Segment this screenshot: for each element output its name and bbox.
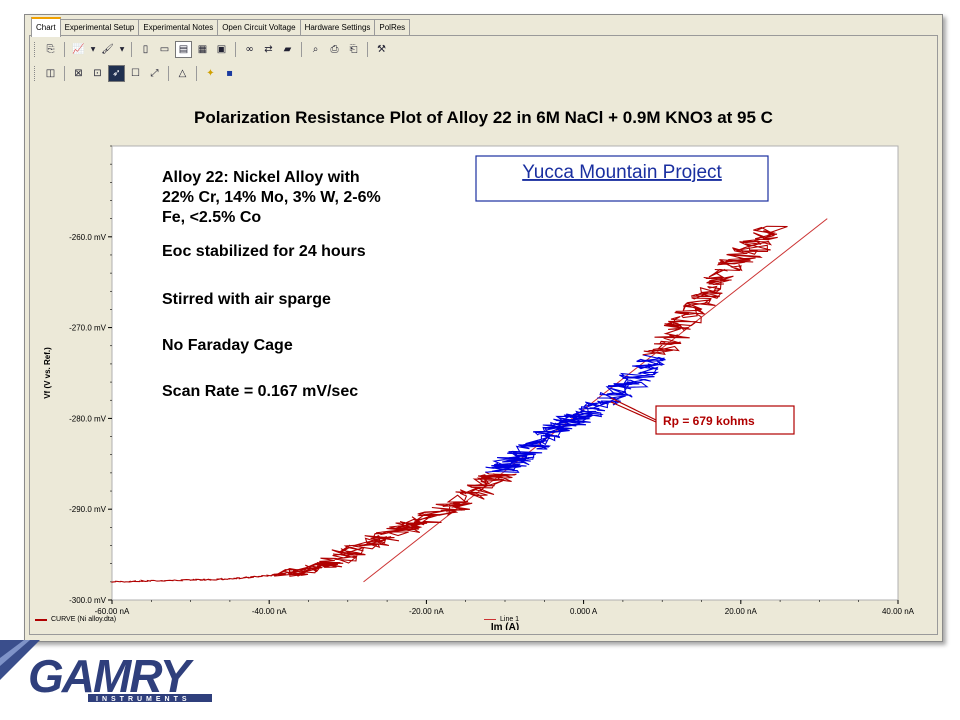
table-icon[interactable]: ▤ — [175, 40, 192, 58]
y-tick-label: -270.0 mV — [69, 324, 107, 333]
rp-callout-box — [655, 405, 795, 435]
chevron-down-icon[interactable]: ▼ — [90, 45, 96, 53]
annotation-line: Scan Rate = 0.167 mV/sec — [162, 383, 358, 400]
legend-label: CURVE (Ni alloy.dta) — [51, 616, 117, 623]
toolbar-separator — [301, 41, 302, 57]
logo-wordmark: GAMRY — [28, 650, 195, 702]
series-curve-high — [642, 225, 788, 356]
toolbar-separator — [235, 41, 236, 57]
x-tick-label: 40.00 nA — [882, 607, 915, 616]
print-preview-icon[interactable]: ⎗ — [349, 43, 358, 55]
y-tick-label: -290.0 mV — [69, 505, 107, 514]
y-axis-icon[interactable]: ⊡ — [93, 67, 102, 79]
save-icon[interactable]: ▪ — [226, 67, 233, 79]
chart-legend: CURVE (Ni alloy.dta) Line 1 — [29, 614, 934, 628]
fit-icon[interactable]: ⤢ — [150, 67, 159, 79]
tab-chart[interactable]: Chart — [31, 17, 61, 37]
toolbar-separator — [131, 41, 132, 57]
folder-icon[interactable]: ▰ — [283, 43, 292, 55]
chart-panel: ⎘ 📈 ▼ 🖌 ▼ ▯ ▭ ▤ ▦ ▣ ∞ ⇄ ▰ ⌕ ⎙ ⎗ ⚒ ◫ — [29, 35, 938, 635]
x-tick-label: -60.00 nA — [95, 607, 130, 616]
x-tick-label: 0.000 A — [570, 607, 598, 616]
y-tick-label: -280.0 mV — [69, 414, 107, 423]
logo-bar — [88, 694, 212, 702]
logo-subtitle: INSTRUMENTS — [96, 696, 191, 703]
tab-experimental-setup[interactable]: Experimental Setup — [59, 19, 140, 35]
toolbar-separator — [168, 65, 169, 81]
annotation-line: Alloy 22: Nickel Alloy with — [162, 169, 360, 186]
page-copy-icon[interactable]: ▭ — [159, 43, 170, 55]
annotation-line: Eoc stabilized for 24 hours — [162, 243, 366, 260]
zoom-icon[interactable]: ⌕ — [312, 43, 319, 55]
x-tick-label: 20.00 nA — [725, 607, 758, 616]
toolbar-separator — [196, 65, 197, 81]
application-window: Chart Experimental Setup Experimental No… — [24, 14, 943, 642]
tab-polres[interactable]: PolRes — [374, 19, 411, 35]
legend-item-curve[interactable]: CURVE (Ni alloy.dta) — [35, 616, 116, 623]
transfer-icon[interactable]: ⇄ — [264, 43, 273, 55]
y-tick-label: -300.0 mV — [69, 596, 107, 605]
project-label-box — [475, 155, 769, 202]
toolbar-separator — [64, 65, 65, 81]
copy-icon[interactable]: ⎘ — [46, 43, 55, 55]
page-icon[interactable]: ▯ — [142, 43, 149, 55]
toolbar-top: ⎘ 📈 ▼ 🖌 ▼ ▯ ▭ ▤ ▦ ▣ ∞ ⇄ ▰ ⌕ ⎙ ⎗ ⚒ — [34, 39, 391, 59]
paint-icon[interactable]: 🖌 — [101, 43, 114, 55]
project-label: Yucca Mountain Project — [522, 162, 722, 183]
image-icon[interactable]: ▣ — [216, 43, 227, 55]
grid-icon[interactable]: ▦ — [197, 43, 208, 55]
gamry-logo: GAMRY INSTRUMENTS — [0, 640, 212, 703]
toolbar-bottom: ◫ ⊠ ⊡ ➶ ☐ ⤢ △ ✦ ▪ — [34, 63, 239, 83]
tab-hardware-settings[interactable]: Hardware Settings — [299, 19, 376, 35]
chart-svg[interactable]: -260.0 mV -270.0 mV -280.0 mV -290.0 mV -300… — [36, 86, 931, 630]
chart-type-icon[interactable]: 📈 — [72, 43, 85, 55]
open-icon[interactable]: ✦ — [206, 67, 215, 79]
tab-open-circuit-voltage[interactable]: Open Circuit Voltage — [217, 19, 301, 35]
warning-icon[interactable]: △ — [178, 67, 187, 79]
x-axis-icon[interactable]: ⊠ — [74, 67, 83, 79]
rp-callout-pointer — [610, 401, 657, 423]
toolbar-separator — [367, 41, 368, 57]
rp-callout-pointer — [610, 397, 657, 421]
y-axis-label: Vf (V vs. Ref.) — [43, 347, 52, 399]
tab-experimental-notes[interactable]: Experimental Notes — [138, 19, 219, 35]
toolbar-separator — [64, 41, 65, 57]
toolbar-grip[interactable] — [34, 41, 38, 57]
x-tick-label: -20.00 nA — [409, 607, 444, 616]
print-icon[interactable]: ⎙ — [330, 43, 339, 55]
tool-icon[interactable]: ⚒ — [377, 43, 386, 55]
series-curve-fit-region — [485, 354, 666, 473]
binoculars-icon[interactable]: ∞ — [245, 43, 254, 55]
annotation-line: No Faraday Cage — [162, 337, 293, 354]
y-tick-label: -260.0 mV — [69, 233, 107, 242]
chevron-down-icon[interactable]: ▼ — [119, 45, 125, 53]
legend-label: Line 1 — [500, 616, 520, 623]
plot-area: Polarization Resistance Plot of Alloy 22… — [36, 86, 931, 630]
annotation-line: Fe, <2.5% Co — [162, 209, 261, 226]
chart-title: Polarization Resistance Plot of Alloy 22… — [194, 108, 773, 127]
legend-item-line[interactable]: Line 1 — [484, 616, 519, 623]
legend-swatch — [35, 618, 47, 621]
annotation-line: 22% Cr, 14% Mo, 3% W, 2-6% — [162, 189, 381, 206]
legend-swatch — [484, 619, 496, 620]
rp-callout-label: Rp = 679 kohms — [663, 414, 755, 428]
plot-background — [111, 145, 899, 601]
x-tick-label: -40.00 nA — [252, 607, 287, 616]
layout-icon[interactable]: ◫ — [45, 67, 56, 79]
series-curve-low — [111, 471, 517, 583]
toolbar-grip[interactable] — [34, 65, 38, 81]
cursor-icon[interactable]: ➶ — [108, 64, 125, 82]
series-line-1 — [363, 218, 828, 583]
tab-bar: Chart Experimental Setup Experimental No… — [31, 17, 411, 37]
select-icon[interactable]: ☐ — [131, 67, 140, 79]
x-axis-label: Im (A) — [491, 622, 519, 630]
annotation-line: Stirred with air sparge — [162, 291, 331, 308]
